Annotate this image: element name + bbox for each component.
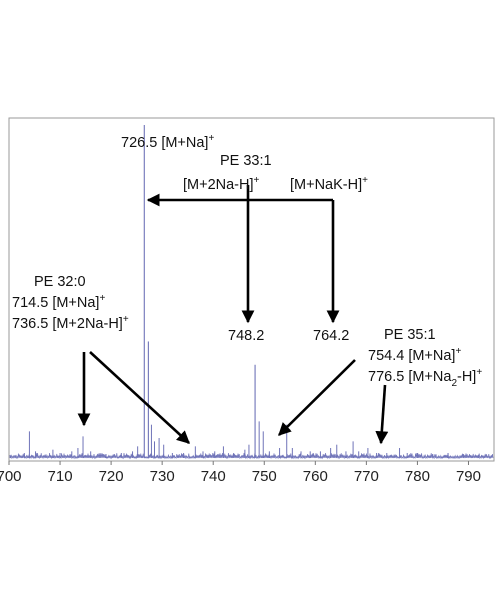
annotation-pe33-title: PE 33:1	[220, 153, 272, 169]
plot-frame	[8, 117, 495, 462]
annotation-pe33-adduct2: [M+NaK-H]+	[290, 175, 368, 193]
x-tick-label-700: 700	[0, 468, 22, 485]
noise-trace	[9, 452, 494, 460]
x-tick-label-720: 720	[99, 468, 124, 485]
annotation-peak-764: 764.2	[313, 328, 349, 344]
annotation-pe35-line2: 776.5 [M+Na2-H]+	[368, 367, 482, 389]
spectrum-peaks	[23, 125, 480, 458]
arrow-pe32-to-736	[89, 351, 190, 444]
annotations: 726.5 [M+Na]+ PE 33:1 [M+2Na-H]+ [M+NaK-…	[12, 133, 482, 389]
arrow-pe35-to-776	[375, 384, 389, 445]
annotation-arrows	[77, 185, 389, 445]
annotation-pe33-adduct1: [M+2Na-H]+	[183, 175, 260, 193]
x-tick-label-710: 710	[48, 468, 73, 485]
x-tick-label-730: 730	[150, 468, 175, 485]
x-tick-label-780: 780	[405, 468, 430, 485]
x-tick-label-740: 740	[201, 468, 226, 485]
x-tick-label-750: 750	[252, 468, 277, 485]
baseline-noise	[9, 452, 494, 460]
arrow-pe35-to-754	[278, 359, 356, 436]
x-tick-label-770: 770	[354, 468, 379, 485]
annotation-top-peak: 726.5 [M+Na]+	[121, 133, 214, 151]
annotation-pe35-title: PE 35:1	[384, 327, 436, 343]
annotation-pe32-line1: 714.5 [M+Na]+	[12, 293, 105, 311]
x-tick-label-760: 760	[303, 468, 328, 485]
annotation-pe32-title: PE 32:0	[34, 274, 86, 290]
annotation-peak-748: 748.2	[228, 328, 264, 344]
annotation-pe35-line1: 754.4 [M+Na]+	[368, 346, 461, 364]
annotation-pe32-line2: 736.5 [M+2Na-H]+	[12, 314, 129, 332]
x-tick-label-790: 790	[456, 468, 481, 485]
x-axis: 700 710 720 730 740 750 760 770 780 790	[0, 461, 481, 485]
